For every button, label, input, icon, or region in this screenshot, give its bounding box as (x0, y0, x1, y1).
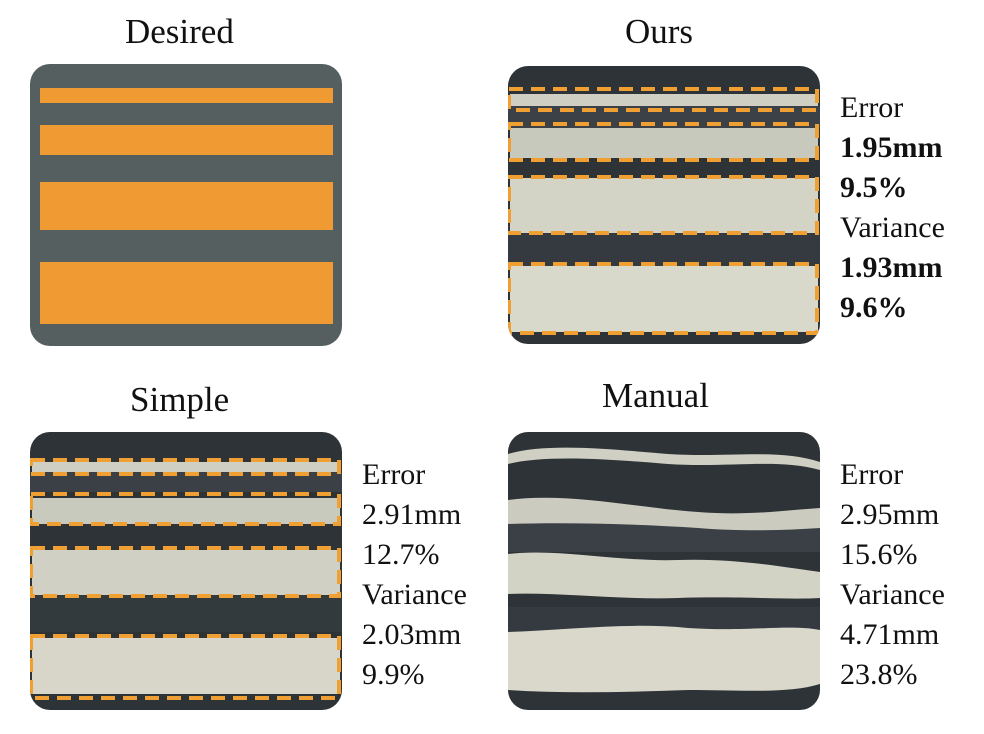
manual-error-pct: 15.6% (840, 538, 918, 571)
ours-error-mm: 1.95mm (840, 131, 943, 164)
ours-variance-label: Variance (840, 211, 945, 244)
ours-stats: Error 1.95mm 9.5% Variance 1.93mm 9.6% (840, 88, 945, 328)
simple-title: Simple (130, 380, 230, 419)
simple-variance-pct: 9.9% (362, 658, 425, 691)
manual-stats: Error 2.95mm 15.6% Variance 4.71mm 23.8% (840, 455, 945, 695)
simple-variance-mm: 2.03mm (362, 618, 462, 651)
desired-stripe-3 (40, 182, 333, 230)
ours-error-label: Error (840, 91, 904, 124)
ours-variance-mm: 1.93mm (840, 251, 943, 284)
manual-error-label: Error (840, 458, 904, 491)
manual-title: Manual (602, 376, 709, 415)
ours-title: Ours (625, 12, 694, 51)
ours-variance-pct: 9.6% (840, 291, 908, 324)
ours-print-photo (508, 66, 820, 344)
simple-error-label: Error (362, 458, 426, 491)
simple-photo-svg (30, 432, 342, 710)
manual-print-photo (508, 432, 820, 710)
simple-error-mm: 2.91mm (362, 498, 462, 531)
simple-variance-label: Variance (362, 578, 467, 611)
simple-print-photo (30, 432, 342, 710)
desired-pattern-image (30, 64, 342, 346)
manual-variance-mm: 4.71mm (840, 618, 940, 651)
simple-error-pct: 12.7% (362, 538, 440, 571)
simple-stats: Error 2.91mm 12.7% Variance 2.03mm 9.9% (362, 455, 467, 695)
desired-title: Desired (125, 12, 234, 51)
desired-pattern-svg (30, 64, 342, 346)
desired-stripe-2 (40, 125, 333, 155)
desired-stripe-1 (40, 88, 333, 103)
manual-variance-label: Variance (840, 578, 945, 611)
manual-variance-pct: 23.8% (840, 658, 918, 691)
manual-error-mm: 2.95mm (840, 498, 940, 531)
desired-stripe-4 (40, 262, 333, 324)
manual-photo-svg (508, 432, 820, 710)
ours-error-pct: 9.5% (840, 171, 908, 204)
ours-photo-svg (508, 66, 820, 344)
